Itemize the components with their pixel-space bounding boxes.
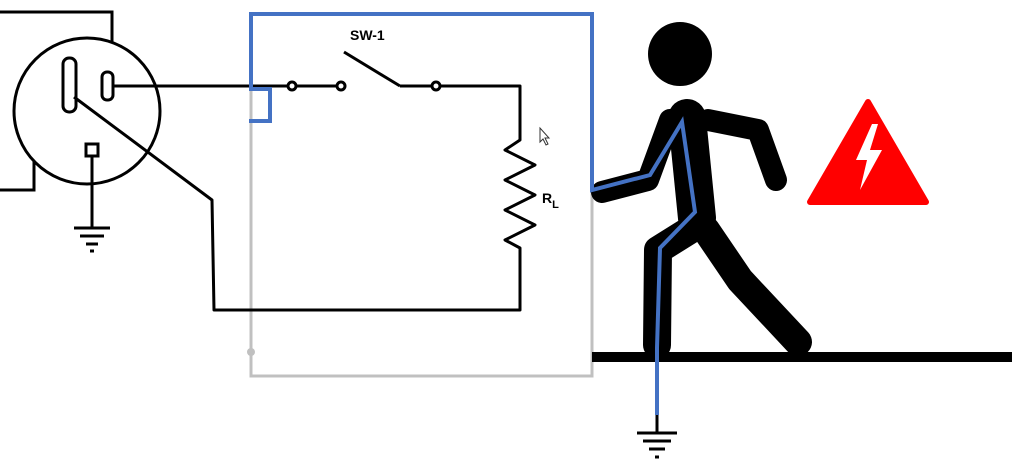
appliance-enclosure [249,12,594,378]
ground-icon [74,156,110,253]
load-resistor [503,130,537,255]
load-resistor-label: RL [542,190,559,211]
enclosure-dot [247,348,255,356]
ground-icon [637,431,677,459]
high-voltage-warning-icon [807,99,929,205]
switch-sw1 [286,50,442,92]
fault-current-path [249,12,698,415]
walking-person-icon [591,22,812,359]
circuit-wiring [73,84,522,312]
outlet-housing-outline [0,10,114,192]
outlet-icon [12,36,162,186]
mouse-cursor-icon [539,126,551,146]
switch-label: SW-1 [350,27,385,43]
